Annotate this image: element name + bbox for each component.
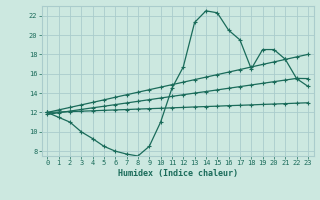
X-axis label: Humidex (Indice chaleur): Humidex (Indice chaleur) [118,169,237,178]
